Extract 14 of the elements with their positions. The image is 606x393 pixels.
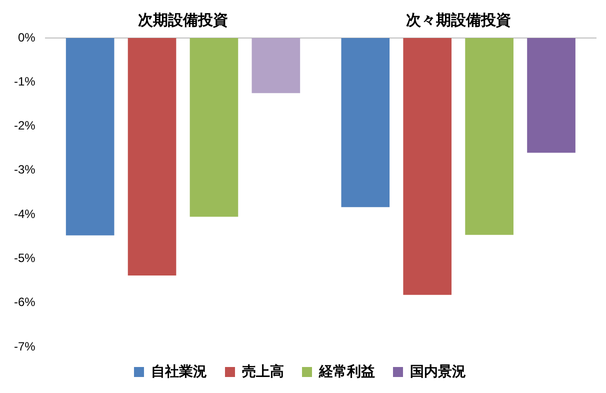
y-tick-label: -5% (14, 251, 36, 266)
legend-label: 経常利益 (318, 362, 375, 379)
x-tick-label: 次々期設備投資 (406, 12, 511, 30)
y-tick-label: -1% (14, 74, 36, 88)
y-tick-label: -2% (14, 118, 36, 133)
y-tick-label: -6% (14, 295, 36, 310)
x-tick-label: 次期設備投資 (138, 12, 228, 30)
y-tick-label: -3% (14, 162, 36, 177)
legend-label: 自社業況 (151, 362, 207, 379)
y-tick-label: 0% (18, 30, 36, 44)
legend-label: 売上高 (242, 362, 284, 379)
legend-label: 国内景況 (410, 362, 466, 379)
y-tick-label: -7% (14, 339, 36, 354)
y-tick-label: -4% (14, 206, 36, 221)
